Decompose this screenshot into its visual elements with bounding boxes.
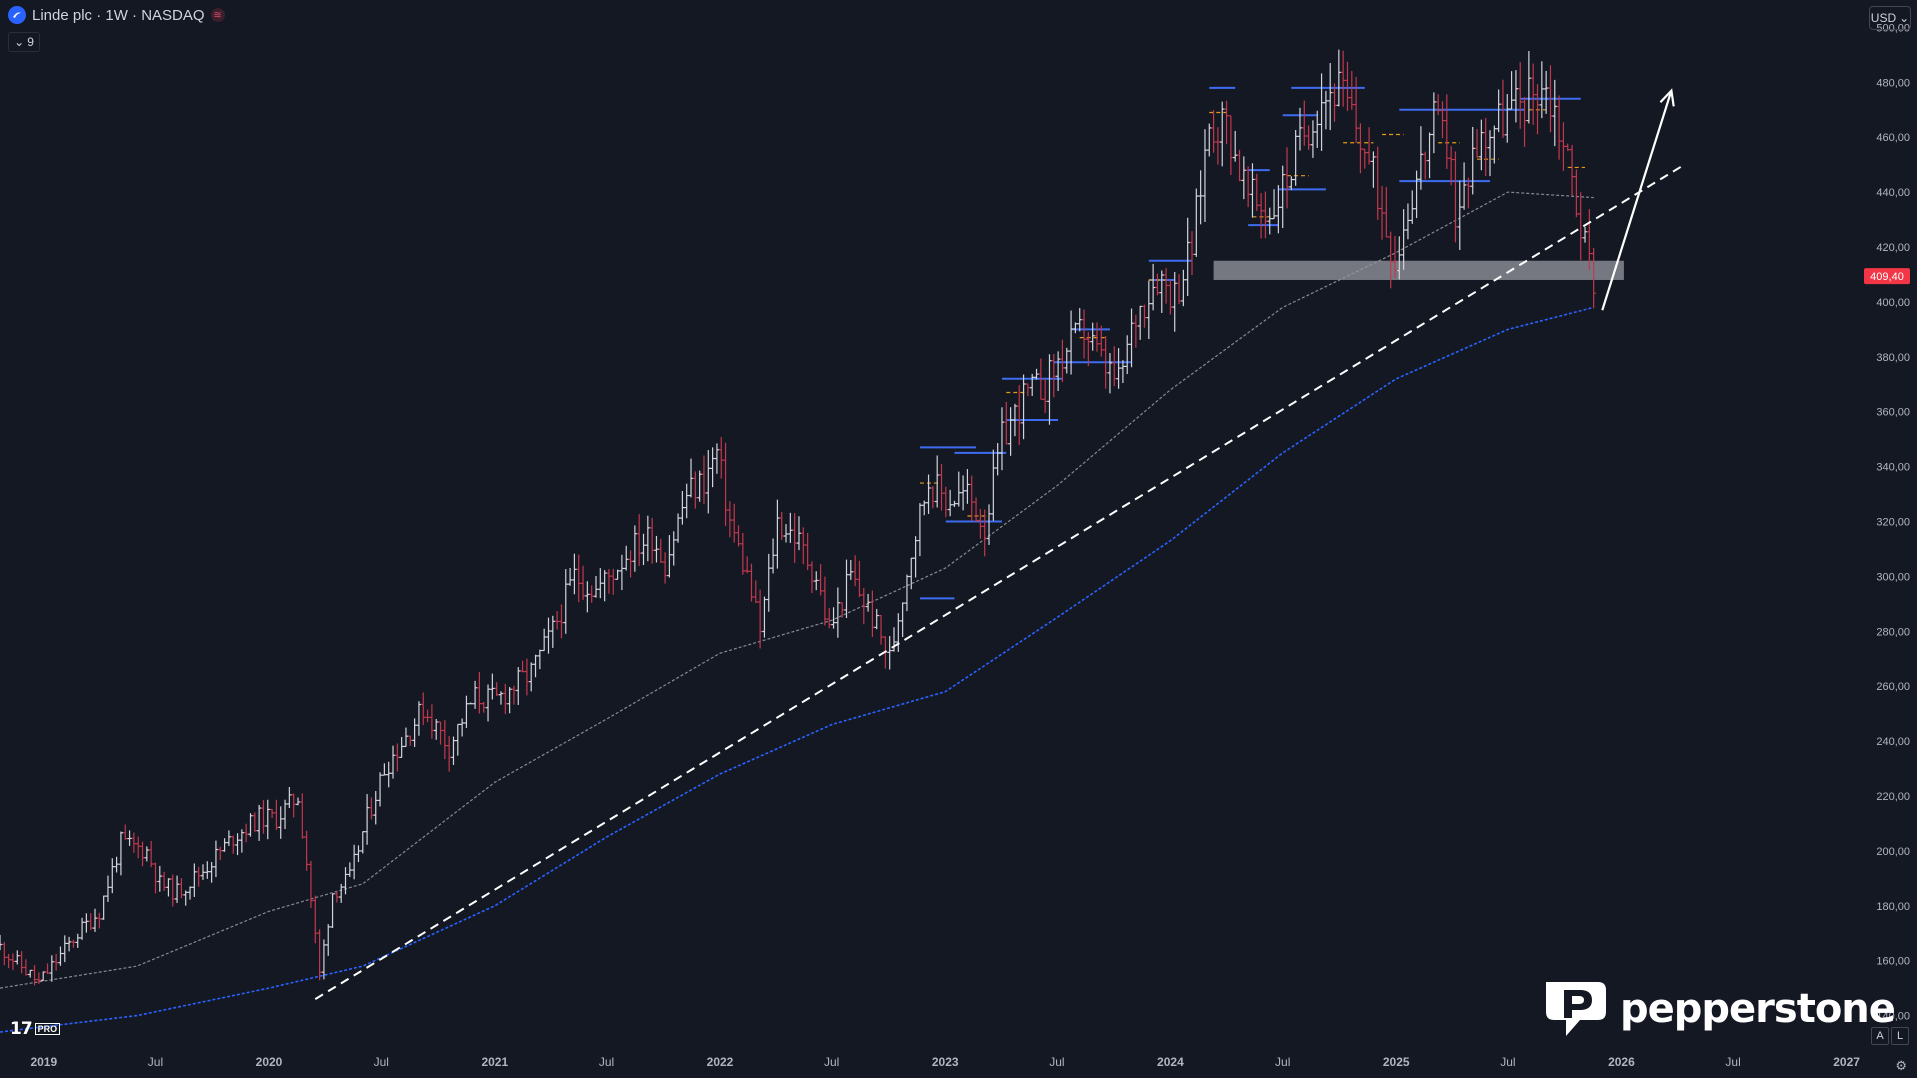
time-tick-label: Jul: [824, 1055, 839, 1069]
moving-average-line: [0, 306, 1594, 1033]
projection-arrow-shaft: [1601, 90, 1673, 311]
currency-selector[interactable]: USD ⌄: [1869, 6, 1911, 30]
price-tick-label: 440,00: [1876, 187, 1910, 199]
pepperstone-logo-icon: [1546, 982, 1606, 1036]
time-tick-label: 2024: [1157, 1055, 1184, 1069]
market-status-icon[interactable]: ≋: [210, 8, 225, 22]
tv-logo-text: 17: [10, 1019, 33, 1039]
price-tick-label: 480,00: [1876, 77, 1910, 89]
last-price-tag: 409,40: [1864, 268, 1910, 285]
price-tick-label: 360,00: [1876, 407, 1910, 419]
log-scale-button[interactable]: L: [1891, 1027, 1909, 1045]
time-tick-label: Jul: [1500, 1055, 1515, 1069]
auto-scale-button[interactable]: A: [1871, 1027, 1889, 1045]
time-tick-label: 2023: [932, 1055, 959, 1069]
pepperstone-watermark: pepperstone: [1540, 978, 1896, 1040]
log-scale-label: L: [1896, 1030, 1904, 1042]
time-tick-label: Jul: [148, 1055, 163, 1069]
time-tick-label: 2020: [256, 1055, 283, 1069]
projection-arrow-head: [1659, 88, 1675, 107]
price-axis-bg: [1862, 0, 1917, 1078]
indicators-toggle[interactable]: ⌄ 9: [8, 32, 40, 52]
price-tick-label: 260,00: [1876, 681, 1910, 693]
tradingview-logo[interactable]: 17 PRO: [10, 1019, 61, 1039]
time-tick-label: Jul: [374, 1055, 389, 1069]
chart-header[interactable]: Linde plc · 1W · NASDAQ ≋: [8, 6, 225, 24]
time-tick-label: 2027: [1833, 1055, 1860, 1069]
candles: [0, 49, 1596, 986]
time-tick-label: Jul: [1275, 1055, 1290, 1069]
time-axis-bg: [0, 1043, 1862, 1078]
price-axis[interactable]: 140,00 160,00 180,00 200,00 220,00 240,00 260,…: [1862, 0, 1917, 1078]
time-tick-label: Jul: [1725, 1055, 1740, 1069]
price-tick-label: 240,00: [1876, 736, 1910, 748]
price-tick-label: 280,00: [1876, 626, 1910, 638]
auto-scale-label: A: [1876, 1030, 1884, 1042]
price-tick-label: 380,00: [1876, 352, 1910, 364]
price-tick-label: 220,00: [1876, 791, 1910, 803]
price-tick-label: 180,00: [1876, 901, 1910, 913]
price-tick-label: 460,00: [1876, 132, 1910, 144]
plot-area[interactable]: [0, 0, 1862, 1043]
time-axis[interactable]: 2019 Jul 2020 Jul 2021 Jul 2022 Jul 2023 Jul 2024 J…: [0, 1043, 1862, 1078]
indicator-count: 9: [27, 35, 34, 49]
drawing-annotations: [314, 88, 1685, 1000]
price-tick-label: 320,00: [1876, 517, 1910, 529]
time-tick-label: 2026: [1608, 1055, 1635, 1069]
chevron-down-icon: ⌄: [1899, 11, 1910, 25]
price-tick-label: 400,00: [1876, 297, 1910, 309]
price-tick-label: 420,00: [1876, 242, 1910, 254]
time-tick-label: 2025: [1383, 1055, 1410, 1069]
price-tick-label: 500,00: [1876, 22, 1910, 34]
symbol-title[interactable]: Linde plc · 1W · NASDAQ: [32, 6, 205, 24]
time-tick-label: Jul: [1049, 1055, 1064, 1069]
time-tick-label: 2022: [707, 1055, 734, 1069]
support-zone: [1213, 260, 1624, 280]
settings-gear-icon[interactable]: ⚙: [1895, 1058, 1907, 1073]
price-tick-label: 200,00: [1876, 846, 1910, 858]
currency-label: USD: [1870, 11, 1897, 25]
last-price-tag-label: 409,40: [1870, 271, 1904, 283]
time-tick-label: Jul: [599, 1055, 614, 1069]
trendline: [314, 163, 1685, 1000]
price-tick-label: 300,00: [1876, 571, 1910, 583]
time-tick-label: 2019: [30, 1055, 57, 1069]
symbol-logo-icon: [8, 6, 26, 24]
price-tick-label: 140,00: [1876, 1011, 1910, 1023]
price-tick-label: 160,00: [1876, 956, 1910, 968]
price-tick-label: 340,00: [1876, 462, 1910, 474]
chevron-down-icon: ⌄: [14, 35, 25, 49]
pepperstone-logo-text: pepperstone: [1620, 986, 1896, 1032]
tv-pro-badge: PRO: [34, 1023, 61, 1035]
support-zone-rect: [1213, 260, 1624, 280]
last-price-tag-bg: [1864, 268, 1910, 285]
time-tick-label: 2021: [481, 1055, 508, 1069]
